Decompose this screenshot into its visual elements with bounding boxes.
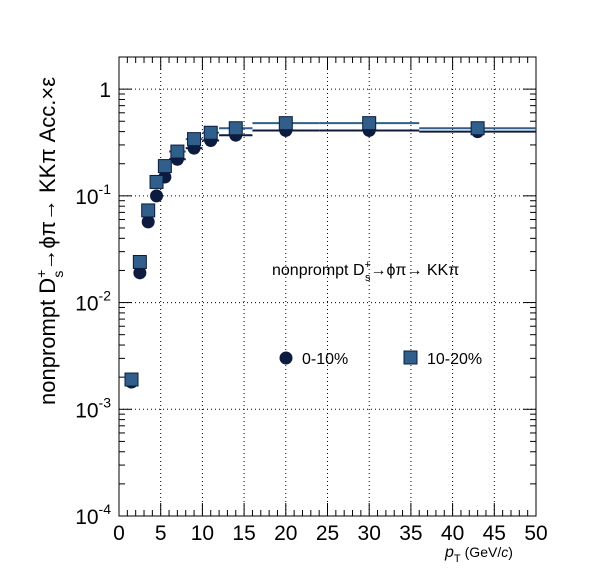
y-tick-label: 10-1 (75, 181, 111, 209)
data-point-square (203, 125, 218, 140)
data-point-circle (150, 189, 164, 203)
legend-marker-10-20 (403, 350, 418, 365)
legend: 0-10% 10-20% (279, 350, 482, 368)
y-tick-label: 1 (99, 79, 111, 102)
x-tick-label: 35 (399, 522, 422, 545)
data-point-square (187, 132, 202, 147)
axis-ticks (118, 57, 537, 517)
x-tick-label: 20 (274, 522, 297, 545)
x-tick-label: 25 (316, 522, 339, 545)
x-tick-labels: 0 5 10 15 20 25 30 35 40 45 50 (113, 522, 548, 545)
data-point-square (157, 159, 172, 174)
data-point-circle (141, 215, 155, 229)
x-tick-label: 30 (358, 522, 381, 545)
data-point-square (124, 372, 139, 387)
series-layer (124, 116, 536, 389)
x-tick-label: 50 (524, 522, 547, 545)
data-point-square (470, 121, 485, 136)
y-tick-label: 10-4 (75, 501, 111, 529)
x-tick-label: 10 (191, 522, 214, 545)
data-point-square (149, 174, 164, 189)
x-tick-label: 0 (113, 522, 125, 545)
data-point-square (132, 254, 147, 269)
y-axis-title: nonprompt D+s→ϕπ→ KKπ Acc.×ε (33, 77, 66, 405)
legend-marker-0-10 (279, 351, 293, 365)
x-axis-title: pT (GeV/c) (444, 544, 513, 565)
data-point-circle (133, 266, 147, 280)
data-point-square (170, 144, 185, 159)
annotation-text: nonprompt D+ s→ϕπ→ KKπ (272, 259, 459, 284)
x-tick-label: 15 (232, 522, 255, 545)
data-point-square (278, 116, 293, 131)
y-tick-label: 10-2 (75, 288, 111, 316)
series-10-20% (124, 116, 536, 387)
data-point-square (362, 116, 377, 131)
data-point-square (141, 203, 156, 218)
legend-label-0-10: 0-10% (302, 351, 348, 368)
y-tick-labels: 10-4 10-3 10-2 10-1 1 (75, 79, 111, 529)
x-tick-label: 40 (441, 522, 464, 545)
x-tick-label: 45 (483, 522, 506, 545)
y-tick-label: 10-3 (75, 394, 111, 422)
legend-label-10-20: 10-20% (427, 351, 482, 368)
data-point-square (228, 121, 243, 136)
x-tick-label: 5 (155, 522, 167, 545)
